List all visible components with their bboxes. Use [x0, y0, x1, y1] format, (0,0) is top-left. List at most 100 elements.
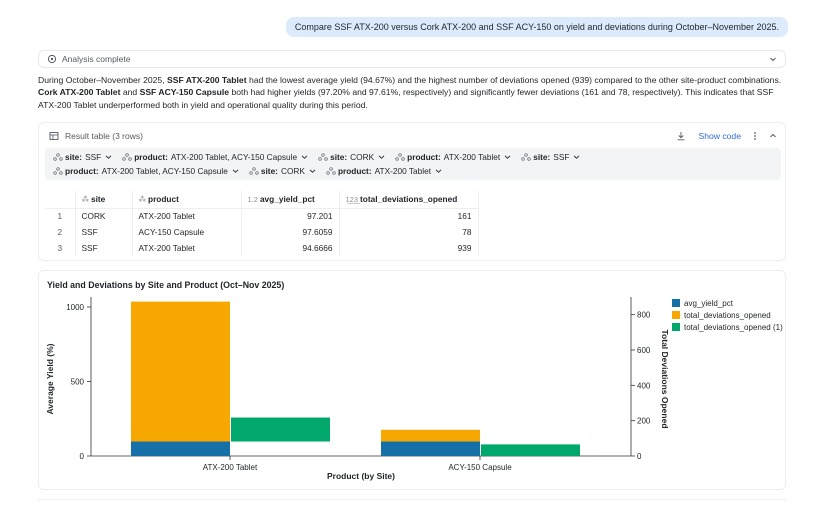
filter-chip[interactable]: site: CORK — [314, 150, 389, 164]
y2-tick-label: 200 — [637, 417, 651, 426]
filter-key: product: — [134, 152, 168, 162]
dimension-icon: ⁂ — [81, 195, 90, 205]
table-row: 3 SSF ATX-200 Tablet 94.6666 939 — [45, 240, 479, 256]
column-header-total-deviations[interactable]: 1̲2̲3̲ total_deviations_opened — [339, 191, 479, 209]
dimension-icon — [53, 167, 63, 175]
y-tick-label: 500 — [71, 378, 85, 387]
divider — [38, 499, 786, 500]
summary-highlight: SSF ACY-150 Capsule — [139, 87, 230, 98]
legend-label: total_deviations_opened — [684, 310, 771, 320]
column-label: avg_yield_pct — [259, 194, 315, 205]
filter-key: site: — [330, 152, 348, 162]
table-header-row: ⁂ site ⁂ product 1.2 avg_yield_pct 1̲2̲3̲ to… — [45, 191, 479, 209]
summary-text: had the lowest average yield (94.67%) an… — [246, 75, 782, 85]
cell-total-deviations: 161 — [339, 208, 479, 224]
chevron-down-icon[interactable] — [573, 154, 580, 160]
y2-axis-label: Total Deviations Opened — [660, 329, 670, 428]
column-header-site[interactable]: ⁂ site — [75, 191, 133, 209]
dimension-icon — [249, 167, 259, 175]
x-axis-label: Product (by Site) — [327, 471, 395, 481]
filter-chip[interactable]: site: SSF — [517, 150, 584, 164]
filter-value: SSF — [553, 152, 570, 162]
result-table-header: Result table (3 rows) Show code — [49, 129, 777, 143]
chevron-down-icon[interactable] — [309, 168, 316, 174]
bar — [131, 441, 230, 456]
dimension-icon: ⁂ — [138, 195, 147, 205]
decimal-icon: 1.2 — [247, 195, 258, 205]
chevron-down-icon[interactable] — [378, 154, 385, 160]
table-row: 1 CORK ATX-200 Tablet 97.201 161 — [45, 208, 479, 224]
analysis-summary: During October–November 2025, SSF ATX-20… — [38, 74, 790, 111]
bar — [381, 441, 480, 456]
filter-chip[interactable]: product: ATX-200 Tablet — [391, 150, 515, 164]
summary-highlight: SSF ATX-200 Tablet — [166, 75, 247, 85]
x-tick-label: ATX-200 Tablet — [203, 463, 258, 472]
summary-text: and — [120, 87, 140, 98]
legend-item[interactable]: total_deviations_opened (1) — [672, 321, 783, 333]
filter-value: CORK — [350, 152, 375, 162]
y2-tick-label: 400 — [637, 381, 651, 390]
filter-chip[interactable]: site: SSF — [49, 150, 116, 164]
chart-card: Yield and Deviations by Site and Product… — [38, 270, 786, 490]
chevron-down-icon[interactable] — [232, 168, 239, 174]
dimension-icon — [122, 153, 132, 161]
y2-tick-label: 0 — [637, 452, 642, 461]
x-tick-label: ACY-150 Capsule — [448, 463, 512, 472]
filter-value: ATX-200 Tablet — [374, 166, 432, 176]
summary-text: During October–November 2025, — [38, 75, 167, 85]
bar — [231, 417, 330, 442]
more-options-icon[interactable] — [753, 131, 757, 141]
bar-chart: 0 500 1000 0 200 400 600 800 ATX-200 Tablet ACY-1… — [45, 297, 670, 481]
cell-site: SSF — [75, 224, 133, 240]
dimension-icon — [53, 153, 63, 161]
chevron-down-icon[interactable] — [435, 168, 442, 174]
filter-value: ATX-200 Tablet, ACY-150 Capsule — [101, 166, 228, 176]
y-axis-label: Average Yield (%) — [45, 343, 55, 414]
row-index: 2 — [45, 224, 76, 240]
chevron-down-icon[interactable] — [504, 154, 511, 160]
filter-key: site: — [533, 152, 551, 162]
dimension-icon — [318, 153, 328, 161]
summary-text: both had higher yields (97.20% and 97.61… — [38, 87, 774, 110]
column-header-product[interactable]: ⁂ product — [132, 191, 242, 209]
filter-key: product: — [407, 152, 441, 162]
filter-bar: site: SSF product: ATX-200 Tablet, ACY-150 … — [45, 148, 781, 180]
cell-total-deviations: 939 — [339, 240, 479, 256]
column-label: total_deviations_opened — [360, 194, 458, 205]
bar — [131, 301, 230, 442]
cell-site: SSF — [75, 240, 133, 256]
filter-chip[interactable]: product: ATX-200 Tablet — [322, 164, 446, 178]
cell-product: ATX-200 Tablet — [132, 240, 242, 256]
chevron-down-icon[interactable] — [769, 55, 777, 63]
bar — [481, 444, 580, 456]
dimension-icon — [395, 153, 405, 161]
chevron-up-icon[interactable] — [769, 132, 777, 140]
filter-value: ATX-200 Tablet — [443, 152, 501, 162]
row-index: 3 — [45, 240, 76, 256]
filter-value: ATX-200 Tablet, ACY-150 Capsule — [170, 152, 298, 162]
show-code-button[interactable]: Show code — [698, 131, 741, 141]
chevron-down-icon[interactable] — [301, 154, 308, 160]
filter-key: site: — [260, 166, 278, 176]
filter-key: product: — [65, 166, 99, 176]
legend-swatch — [672, 323, 680, 331]
analysis-status-bar[interactable]: Analysis complete — [38, 50, 786, 68]
filter-chip[interactable]: site: CORK — [245, 164, 320, 178]
result-table-card: Result table (3 rows) Show code site: SSF… — [38, 122, 786, 261]
analysis-gear-icon — [47, 54, 57, 64]
legend-item[interactable]: total_deviations_opened — [672, 309, 783, 321]
y2-tick-label: 800 — [637, 311, 651, 320]
row-index: 1 — [45, 208, 76, 224]
table-row: 2 SSF ACY-150 Capsule 97.6059 78 — [45, 224, 479, 240]
filter-chip[interactable]: product: ATX-200 Tablet, ACY-150 Capsule — [49, 164, 243, 178]
bar — [381, 429, 480, 442]
chevron-down-icon[interactable] — [105, 154, 112, 160]
dimension-icon — [326, 167, 336, 175]
download-icon[interactable] — [676, 131, 686, 141]
column-header-avg-yield[interactable]: 1.2 avg_yield_pct — [241, 191, 340, 209]
user-message-text: Compare SSF ATX-200 versus Cork ATX-200 … — [294, 22, 779, 32]
legend-swatch — [672, 311, 680, 319]
chart-legend: avg_yield_pct total_deviations_opened tota… — [672, 297, 783, 333]
legend-item[interactable]: avg_yield_pct — [672, 297, 783, 309]
filter-chip[interactable]: product: ATX-200 Tablet, ACY-150 Capsule — [118, 150, 312, 164]
